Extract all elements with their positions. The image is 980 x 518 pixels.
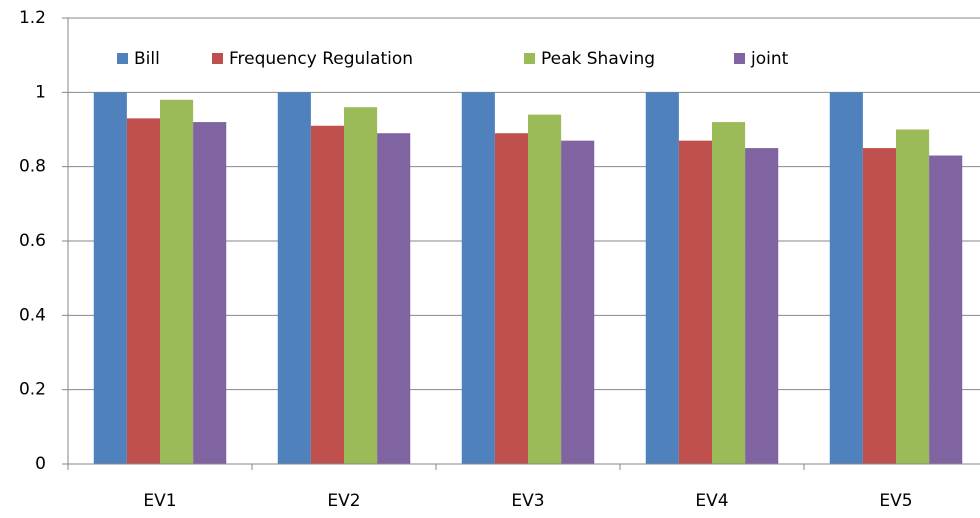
- x-tick-label: EV1: [143, 491, 176, 511]
- legend-swatch: [117, 53, 128, 64]
- bar: [645, 92, 679, 464]
- bar: [193, 122, 227, 465]
- y-tick-label: 1.2: [19, 8, 46, 28]
- bar: [494, 133, 528, 464]
- x-tick-label: EV4: [695, 491, 728, 511]
- bar: [929, 155, 963, 464]
- bar: [160, 99, 194, 465]
- legend-swatch: [734, 53, 745, 64]
- bar: [829, 92, 863, 464]
- y-tick-label: 0: [35, 454, 46, 474]
- y-tick-label: 0.4: [19, 305, 46, 325]
- bar: [377, 133, 411, 464]
- bar: [745, 148, 779, 465]
- bar: [93, 92, 127, 464]
- x-tick-label: EV3: [511, 491, 544, 511]
- y-tick-label: 0.6: [19, 231, 46, 251]
- bar: [896, 129, 930, 464]
- legend-label: Frequency Regulation: [229, 49, 413, 69]
- bar: [561, 140, 595, 464]
- legend-swatch: [212, 53, 223, 64]
- legend-label: Bill: [134, 49, 160, 69]
- y-tick-label: 0.2: [19, 380, 46, 400]
- bar: [862, 148, 896, 465]
- bar: [712, 122, 746, 465]
- bar: [277, 92, 311, 464]
- bar: [528, 114, 562, 464]
- y-tick-label: 0.8: [19, 157, 46, 177]
- bar: [344, 107, 378, 464]
- legend-label: joint: [750, 49, 789, 69]
- x-tick-label: EV2: [327, 491, 360, 511]
- bar: [461, 92, 495, 464]
- legend-label: Peak Shaving: [541, 49, 655, 69]
- bar: [678, 140, 712, 464]
- bar: [310, 125, 344, 465]
- bar: [126, 118, 160, 464]
- legend-swatch: [524, 53, 535, 64]
- y-tick-label: 1: [35, 82, 46, 102]
- x-tick-label: EV5: [879, 491, 912, 511]
